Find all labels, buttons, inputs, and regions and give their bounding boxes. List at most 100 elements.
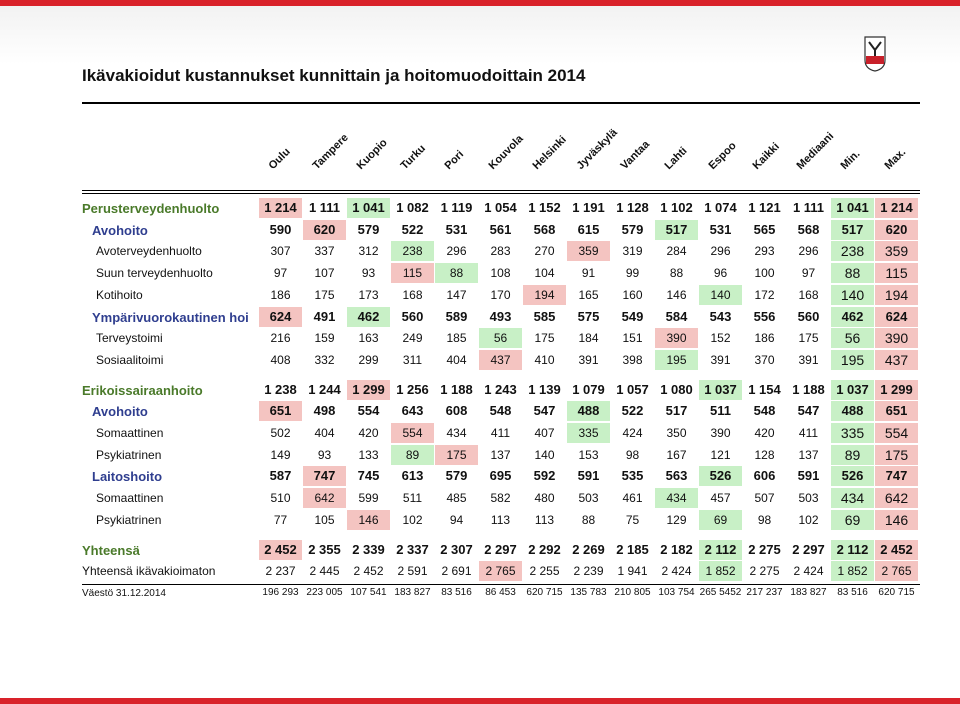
row-label: Psykiatrinen xyxy=(96,447,162,462)
cell: 160 xyxy=(622,287,643,302)
cell: 359 xyxy=(875,241,918,262)
cell: 1 079 xyxy=(572,381,605,397)
column-header: Kuopio xyxy=(354,136,390,172)
cell: 1 244 xyxy=(308,381,341,397)
row-label: Psykiatrinen xyxy=(96,512,162,527)
row-label: Yhteensä xyxy=(82,542,140,558)
column-header: Min. xyxy=(838,147,863,172)
cell: 319 xyxy=(622,244,643,259)
cell: 434 xyxy=(655,488,698,509)
cell: 613 xyxy=(401,468,424,484)
cell: 608 xyxy=(445,403,468,419)
cell: 1 852 xyxy=(699,561,742,582)
cell: 2 112 xyxy=(831,539,874,560)
cell: 510 xyxy=(270,491,291,506)
cell: 296 xyxy=(710,244,731,259)
cell: 2 292 xyxy=(528,541,561,557)
cell: 105 xyxy=(314,512,335,527)
cell: 1 188 xyxy=(792,381,825,397)
cell: 535 xyxy=(621,468,644,484)
cell: 137 xyxy=(798,447,819,462)
cell: 296 xyxy=(446,244,467,259)
cell: 159 xyxy=(314,331,335,346)
column-header: Pori xyxy=(442,148,467,172)
rule xyxy=(82,583,920,585)
cell: 175 xyxy=(435,444,478,465)
column-header: Mediaani xyxy=(794,130,837,172)
cell: 97 xyxy=(801,266,816,281)
row-label: Avoterveydenhuolto xyxy=(96,244,202,259)
cell: 1 243 xyxy=(484,381,517,397)
cell: 531 xyxy=(445,221,468,237)
cell: 2 765 xyxy=(875,561,918,582)
column-header: Oulu xyxy=(266,145,293,172)
cell: 2 339 xyxy=(352,541,385,557)
cell: 265 5452 xyxy=(699,586,742,598)
cell: 582 xyxy=(490,491,511,506)
cell: 2 591 xyxy=(397,564,428,579)
cell: 1 214 xyxy=(259,198,302,218)
cell: 404 xyxy=(446,352,467,367)
cell: 175 xyxy=(314,287,335,302)
cell: 437 xyxy=(875,349,918,370)
cell: 404 xyxy=(314,426,335,440)
cell: 411 xyxy=(798,426,819,440)
column-header: Jyväskylä xyxy=(574,126,620,172)
cell: 196 293 xyxy=(262,586,299,598)
cell: 434 xyxy=(831,488,874,509)
cell: 565 xyxy=(753,221,776,237)
cell: 624 xyxy=(259,306,302,327)
cell: 113 xyxy=(490,512,511,527)
row-label: Perusterveydenhuolto xyxy=(82,201,220,216)
cell: 408 xyxy=(270,352,291,367)
cell: 462 xyxy=(347,306,390,327)
cell: 89 xyxy=(831,444,874,465)
rule xyxy=(82,193,920,194)
top-bar xyxy=(0,0,960,6)
cell: 147 xyxy=(446,287,467,302)
cell: 587 xyxy=(269,468,292,484)
cell: 2 185 xyxy=(616,541,649,557)
cell: 121 xyxy=(710,447,731,462)
cell: 1 041 xyxy=(347,198,390,218)
cell: 461 xyxy=(622,491,643,506)
cell: 77 xyxy=(273,512,288,527)
cell: 83 516 xyxy=(837,586,868,598)
cell: 89 xyxy=(391,444,434,465)
cell: 86 453 xyxy=(485,586,516,598)
cell: 2 112 xyxy=(699,539,742,560)
cell: 579 xyxy=(621,221,644,237)
cell: 249 xyxy=(402,331,423,346)
cell: 437 xyxy=(479,349,522,370)
cell: 168 xyxy=(402,287,423,302)
cell: 102 xyxy=(402,512,423,527)
cell: 93 xyxy=(317,447,332,462)
cell: 643 xyxy=(401,403,424,419)
cell: 488 xyxy=(831,401,874,422)
cell: 1 057 xyxy=(616,381,649,397)
cell: 390 xyxy=(710,426,731,440)
cell: 2 691 xyxy=(441,564,472,579)
cell: 299 xyxy=(358,352,379,367)
cell: 69 xyxy=(699,509,742,530)
cell: 590 xyxy=(269,221,292,237)
cell: 1 214 xyxy=(875,198,918,218)
cell: 1 191 xyxy=(572,200,605,215)
cell: 175 xyxy=(798,331,819,346)
cell: 485 xyxy=(446,491,467,506)
cell: 103 754 xyxy=(658,586,695,598)
cell: 547 xyxy=(797,403,820,419)
cell: 560 xyxy=(401,308,424,324)
cell: 568 xyxy=(533,221,556,237)
cell: 311 xyxy=(402,352,423,367)
logo xyxy=(864,36,886,72)
cell: 745 xyxy=(357,468,380,484)
cell: 168 xyxy=(798,287,819,302)
cell: 1 121 xyxy=(748,200,781,215)
cell: 589 xyxy=(445,308,468,324)
cell: 1 037 xyxy=(831,379,874,400)
title: Ikävakioidut kustannukset kunnittain ja … xyxy=(82,66,586,85)
cell: 69 xyxy=(831,509,874,530)
cell: 75 xyxy=(625,512,640,527)
